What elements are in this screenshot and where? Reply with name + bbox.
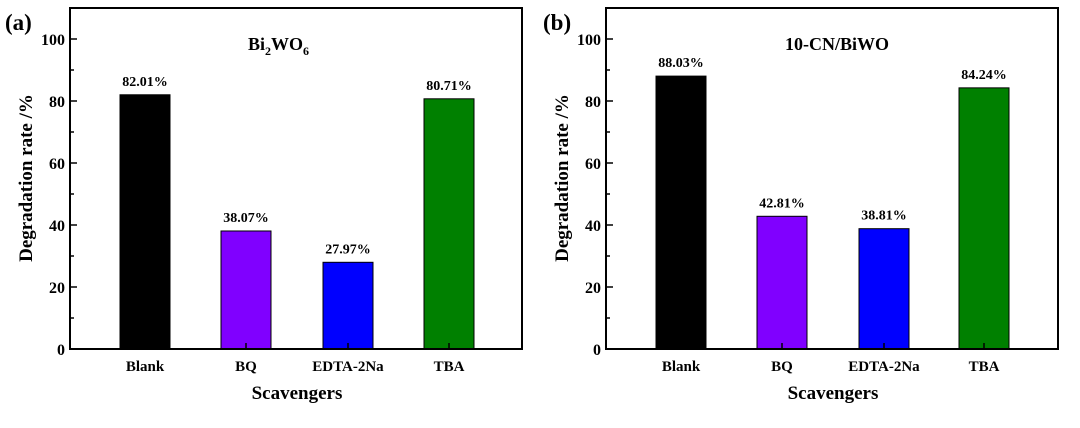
plot-frame-b [605, 7, 1059, 350]
x-axis-b: Blank BQ EDTA-2Na TBA [662, 343, 1000, 375]
data-label-b-bq: 42.81% [759, 196, 805, 211]
y-tick-label-b-100: 100 [577, 32, 601, 49]
chart-title-a: Bi2WO6 [248, 34, 309, 58]
data-label-a-bq: 38.07% [223, 211, 269, 226]
y-tick-label-a-100: 100 [41, 32, 65, 49]
y-tick-label-a-80: 80 [49, 94, 65, 111]
x-axis-title-b: Scavengers [788, 383, 879, 404]
plot-frame-a [69, 7, 523, 350]
y-axis-b: 0 20 40 60 80 100 [577, 32, 613, 359]
x-tick-label-b-edta-2na: EDTA-2Na [848, 359, 920, 375]
data-label-b-blank: 88.03% [658, 56, 704, 71]
x-tick-label-a-bq: BQ [235, 359, 257, 375]
x-tick-label-b-bq: BQ [771, 359, 793, 375]
bar-a-blank [119, 94, 171, 350]
data-label-b-tba: 84.24% [961, 68, 1007, 83]
bars-a [119, 94, 475, 350]
bar-b-blank [655, 75, 707, 350]
bar-a-edta-2na [322, 261, 374, 350]
x-tick-label-a-edta-2na: EDTA-2Na [312, 359, 384, 375]
y-tick-label-a-20: 20 [49, 280, 65, 297]
bars-b [655, 75, 1010, 350]
bar-a-bq [220, 230, 272, 350]
y-tick-label-a-60: 60 [49, 156, 65, 173]
y-tick-label-b-0: 0 [593, 342, 601, 359]
panel-label-b: (b) [543, 10, 571, 35]
y-axis-title-a: Degradation rate /% [16, 94, 37, 262]
x-tick-label-b-tba: TBA [969, 359, 1000, 375]
value-labels-a: 82.01% 38.07% 27.97% 80.71% [122, 75, 472, 258]
y-tick-label-b-60: 60 [585, 156, 601, 173]
x-tick-label-a-tba: TBA [434, 359, 465, 375]
data-label-b-edta-2na: 38.81% [861, 209, 907, 224]
bar-b-edta-2na [858, 228, 910, 350]
panel-label-a: (a) [5, 10, 32, 35]
y-axis-title-b: Degradation rate /% [552, 94, 573, 262]
bar-b-tba [958, 87, 1010, 350]
y-tick-label-b-80: 80 [585, 94, 601, 111]
x-axis-title-a: Scavengers [252, 383, 343, 404]
chart-title-b: 10-CN/BiWO [785, 34, 889, 54]
y-tick-label-b-20: 20 [585, 280, 601, 297]
y-tick-label-a-0: 0 [57, 342, 65, 359]
x-axis-a: Blank BQ EDTA-2Na TBA [126, 343, 465, 375]
panel-a: (a) Bi2WO6 82.01% 38.07% 27.97% 80.71% 0 20 4… [5, 7, 523, 404]
bar-b-bq [756, 215, 808, 350]
y-axis-a: 0 20 40 60 80 100 [41, 32, 77, 359]
panel-b: (b) 10-CN/BiWO 88.03%42.81%38.81%84.24% … [543, 7, 1059, 404]
y-tick-label-a-40: 40 [49, 218, 65, 235]
x-tick-label-b-blank: Blank [662, 359, 701, 375]
value-labels-b: 88.03% 42.81% 38.81% 84.24% [658, 56, 1007, 224]
x-tick-label-a-blank: Blank [126, 359, 165, 375]
data-label-a-edta-2na: 27.97% [325, 242, 371, 257]
bar-a-tba [423, 98, 475, 350]
y-tick-label-b-40: 40 [585, 218, 601, 235]
data-label-a-tba: 80.71% [426, 79, 472, 94]
data-label-a-blank: 82.01% [122, 75, 168, 90]
